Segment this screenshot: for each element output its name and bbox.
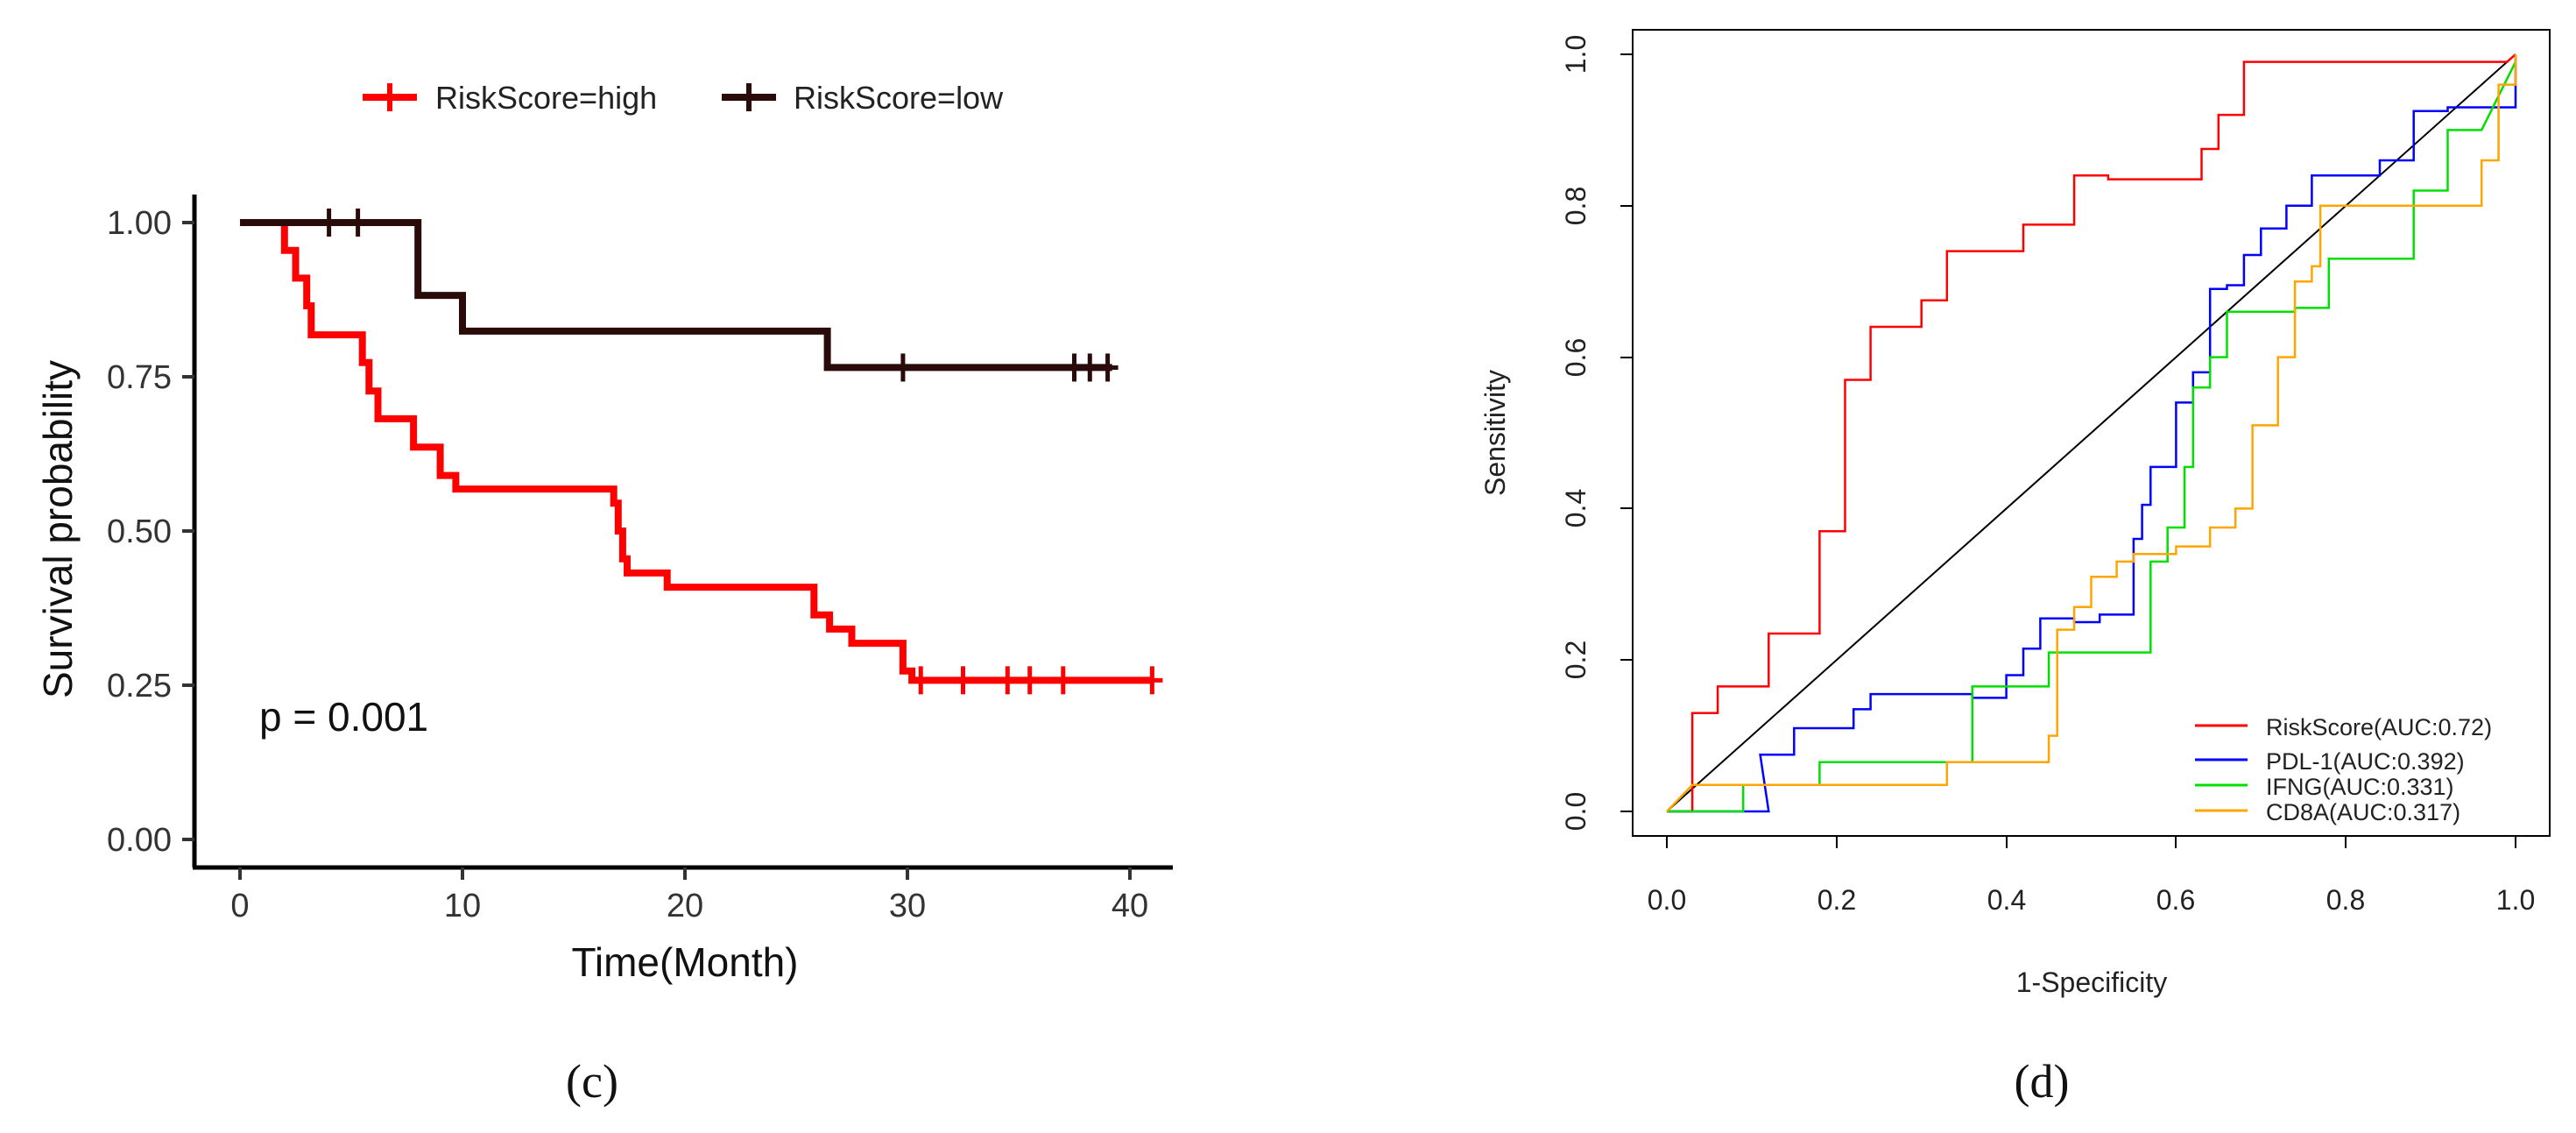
roc-y-axis-title: Sensitivity [1479, 370, 1511, 496]
x-tick-label: 0.2 [1817, 884, 1856, 916]
x-tick-label: 1.0 [2496, 884, 2535, 916]
y-tick-label: 0.00 [107, 822, 172, 859]
survival-curve-high [240, 219, 1153, 684]
roc-x-axis-title: 1-Specificity [2016, 967, 2168, 998]
x-tick-label: 0 [230, 888, 249, 924]
roc-plot-box [1632, 29, 2551, 837]
survival-curves [240, 209, 1163, 695]
legend-label-ifng: IFNG(AUC:0.331) [2266, 774, 2454, 800]
survival-curve-low [240, 219, 1112, 372]
legend-label-cd8a: CD8A(AUC:0.317) [2266, 799, 2460, 825]
legend-entry-pdl1: PDL-1(AUC:0.392) [2195, 748, 2465, 775]
roc-curves [1666, 53, 2517, 813]
roc-panel: 0.0 0.2 0.4 0.6 0.8 1.0 0.0 0.2 0.4 0.6 … [1479, 29, 2551, 1108]
roc-legend: RiskScore(AUC:0.72) PDL-1(AUC:0.392) IFN… [2195, 714, 2492, 825]
survival-legend: RiskScore=high RiskScore=low [363, 80, 1004, 116]
panel-label-d: (d) [2015, 1055, 2070, 1108]
y-tick-label: 0.4 [1560, 489, 1591, 528]
x-tick-label: 0.8 [2326, 884, 2365, 916]
y-tick-label: 0.25 [107, 668, 172, 705]
roc-curve-cd8a [1666, 54, 2517, 812]
survival-y-ticks: 0.00 0.25 0.50 0.75 1.00 [107, 205, 194, 859]
legend-label-pdl1: PDL-1(AUC:0.392) [2266, 748, 2465, 775]
roc-x-ticks: 0.0 0.2 0.4 0.6 0.8 1.0 [1648, 836, 2535, 916]
x-tick-label: 40 [1112, 888, 1148, 924]
p-value-annotation: p = 0.001 [259, 694, 428, 740]
x-tick-label: 30 [889, 888, 926, 924]
roc-curve-riskscore [1667, 53, 2516, 813]
y-tick-label: 0.50 [107, 513, 172, 550]
roc-curve-ifng [1667, 61, 2517, 813]
legend-entry-riskscore: RiskScore(AUC:0.72) [2195, 714, 2492, 740]
legend-label-low: RiskScore=low [794, 80, 1004, 116]
roc-reference-diagonal [1666, 53, 2516, 812]
roc-curve-pdl1 [1667, 54, 2517, 813]
survival-y-axis-title: Survival probability [35, 360, 81, 698]
legend-entry-cd8a: CD8A(AUC:0.317) [2195, 799, 2460, 825]
panel-label-c: (c) [566, 1055, 618, 1108]
y-tick-label: 0.6 [1560, 338, 1591, 377]
x-tick-label: 0.6 [2156, 884, 2195, 916]
survival-x-axis-title: Time(Month) [572, 939, 799, 985]
x-tick-label: 0.4 [1987, 884, 2026, 916]
legend-entry-low: RiskScore=low [722, 80, 1004, 116]
y-tick-label: 0.2 [1560, 641, 1591, 679]
y-tick-label: 0.8 [1560, 187, 1591, 225]
y-tick-label: 1.00 [107, 205, 172, 242]
roc-y-ticks: 0.0 0.2 0.4 0.6 0.8 1.0 [1560, 35, 1633, 831]
y-tick-label: 0.75 [107, 359, 172, 396]
survival-panel: RiskScore=high RiskScore=low 0.00 0.25 0… [35, 80, 1173, 1108]
legend-entry-ifng: IFNG(AUC:0.331) [2195, 774, 2454, 800]
legend-entry-high: RiskScore=high [363, 80, 657, 116]
y-tick-label: 0.0 [1560, 792, 1591, 831]
legend-label-riskscore: RiskScore(AUC:0.72) [2266, 714, 2492, 740]
survival-x-ticks: 0 10 20 30 40 [230, 867, 1148, 924]
x-tick-label: 0.0 [1648, 884, 1686, 916]
y-tick-label: 1.0 [1560, 35, 1591, 74]
x-tick-label: 20 [667, 888, 703, 924]
legend-label-high: RiskScore=high [435, 80, 657, 116]
x-tick-label: 10 [444, 888, 481, 924]
